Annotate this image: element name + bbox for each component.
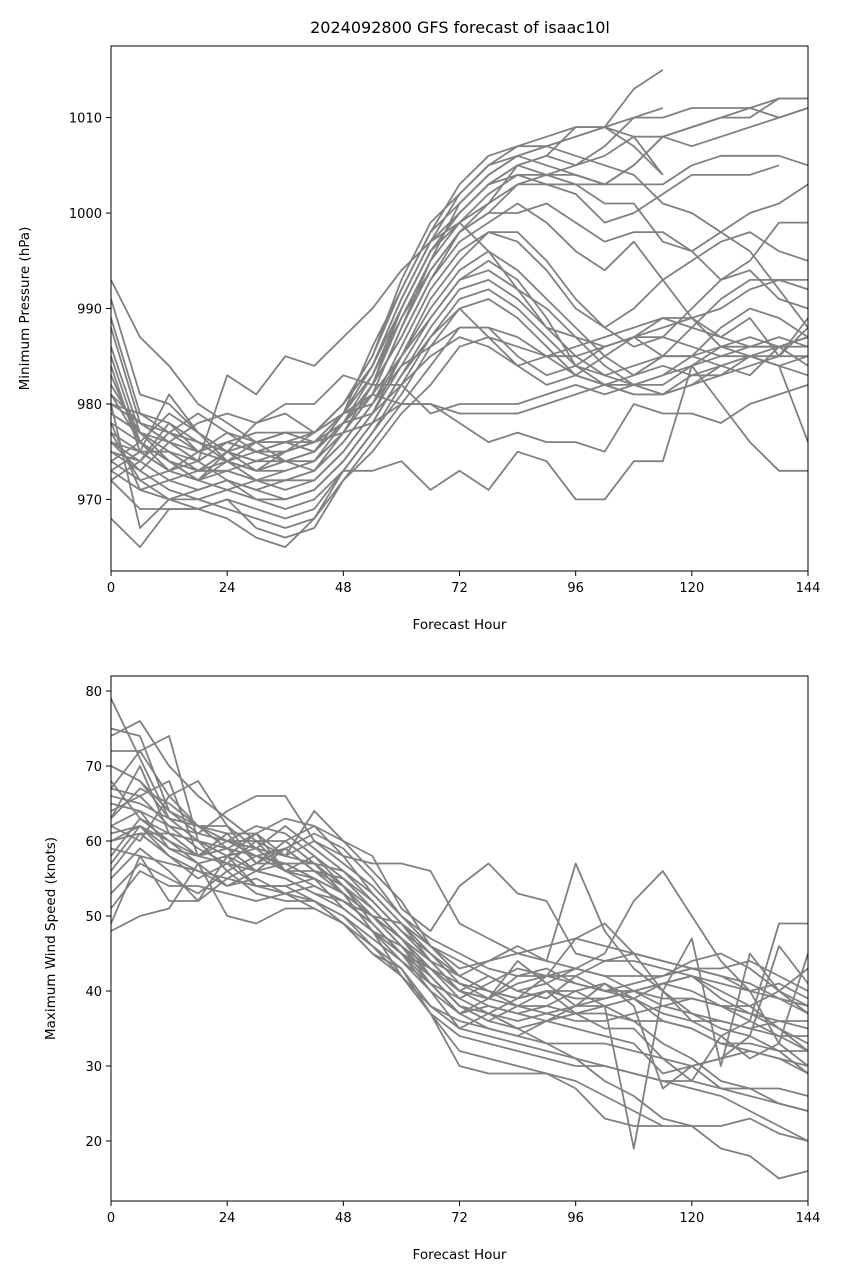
pressure-x-ticks: 0 24 48 72 96 120 144 [107, 571, 821, 596]
pressure-member-line-19 [110, 336, 809, 539]
pressure-member-line-31 [110, 97, 808, 472]
wind-member-line-28 [110, 765, 809, 1097]
wind-y-tick-label: 80 [85, 685, 102, 700]
pressure-y-axis-label: Minimum Pressure (hPa) [17, 227, 33, 391]
pressure-x-tick-label: 96 [567, 581, 584, 596]
wind-member-line-21 [110, 765, 809, 1052]
pressure-member-line-25 [110, 317, 809, 463]
wind-y-tick-label: 20 [85, 1135, 102, 1150]
wind-y-tick-label: 60 [85, 835, 102, 850]
pressure-y-tick-label: 980 [77, 398, 102, 413]
wind-x-tick-label: 48 [335, 1211, 352, 1226]
pressure-series-group [110, 69, 809, 548]
pressure-member-line-20 [110, 364, 808, 548]
wind-member-line-19 [110, 855, 809, 1142]
wind-member-line-18 [110, 870, 809, 1142]
pressure-x-tick-label: 24 [219, 581, 236, 596]
wind-y-tick-label: 50 [85, 910, 102, 925]
pressure-x-axis-label: Forecast Hour [413, 617, 507, 633]
wind-series-group [110, 698, 809, 1180]
pressure-x-tick-label: 0 [107, 581, 115, 596]
wind-x-tick-label: 120 [679, 1211, 704, 1226]
pressure-y-tick-label: 1000 [69, 207, 102, 222]
pressure-member-line-30 [110, 135, 664, 453]
pressure-y-ticks: 970 980 990 1000 1010 [69, 112, 111, 508]
wind-y-axis-label: Maximum Wind Speed (knots) [43, 837, 59, 1040]
wind-y-ticks: 20 30 40 50 60 70 80 [85, 685, 111, 1150]
pressure-x-tick-label: 120 [679, 581, 704, 596]
pressure-member-line-32 [110, 145, 809, 482]
wind-y-tick-label: 70 [85, 760, 102, 775]
pressure-y-tick-label: 990 [77, 303, 102, 318]
wind-x-tick-label: 144 [796, 1211, 821, 1226]
pressure-member-line-29 [110, 126, 664, 482]
wind-member-line-24 [110, 780, 809, 1037]
wind-y-tick-label: 30 [85, 1060, 102, 1075]
wind-x-tick-label: 72 [451, 1211, 468, 1226]
pressure-x-tick-label: 48 [335, 581, 352, 596]
pressure-y-tick-label: 970 [77, 493, 102, 508]
chart-title: 2024092800 GFS forecast of isaac10l [310, 18, 610, 37]
pressure-member-line-24 [110, 317, 809, 472]
wind-member-line-20 [110, 862, 663, 1127]
wind-x-axis-label: Forecast Hour [413, 1247, 507, 1263]
wind-x-tick-label: 0 [107, 1211, 115, 1226]
pressure-y-tick-label: 1010 [69, 112, 102, 127]
wind-x-ticks: 0 24 48 72 96 120 144 [107, 1201, 821, 1226]
wind-x-tick-label: 24 [219, 1211, 236, 1226]
wind-member-line-27 [110, 825, 809, 1067]
wind-y-tick-label: 40 [85, 985, 102, 1000]
wind-member-line-25 [110, 825, 809, 1090]
wind-panel: 0 24 48 72 96 120 144 20 30 40 50 60 70 80 Forecast … [43, 675, 821, 1263]
wind-x-tick-label: 96 [567, 1211, 584, 1226]
pressure-x-tick-label: 72 [451, 581, 468, 596]
pressure-panel: 0 24 48 72 96 120 144 970 980 990 1000 1010 Foreca… [17, 45, 821, 633]
pressure-member-line-6 [110, 164, 780, 482]
pressure-x-tick-label: 144 [796, 581, 821, 596]
